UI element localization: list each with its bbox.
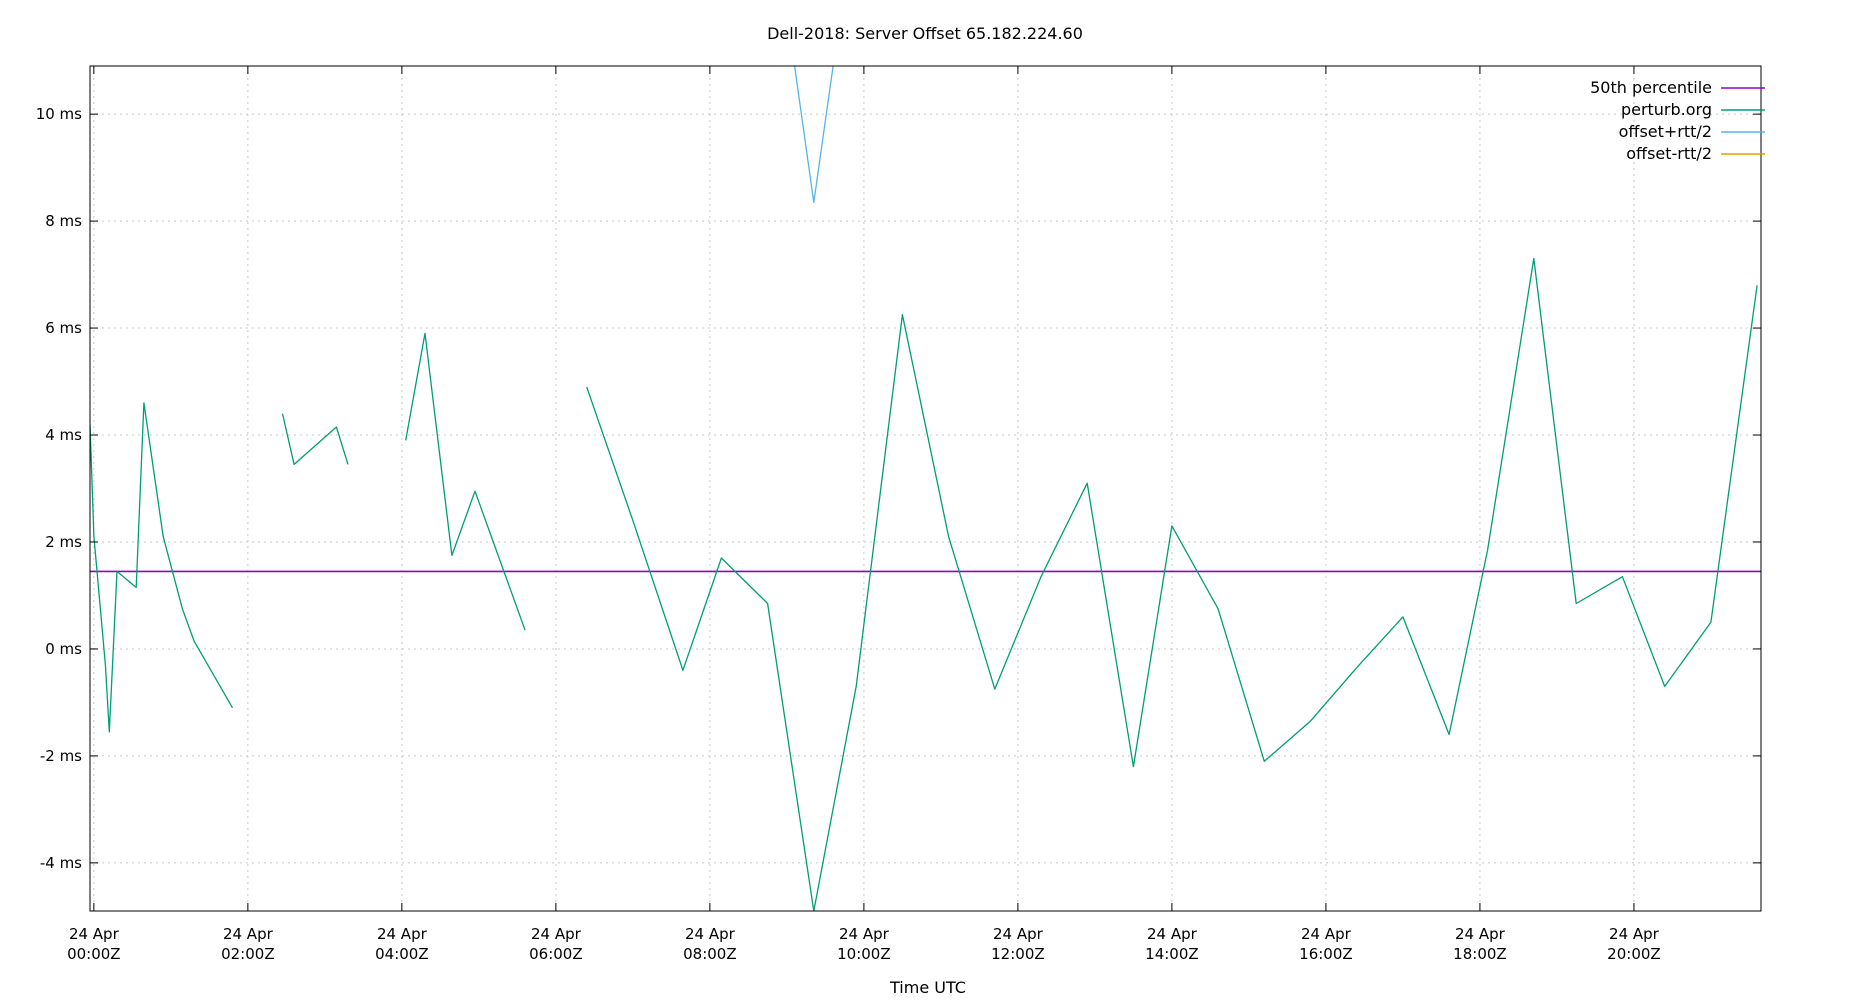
- x-tick-time: 04:00Z: [375, 945, 429, 963]
- x-tick-time: 02:00Z: [221, 945, 275, 963]
- x-tick-date: 24 Apr: [685, 925, 736, 943]
- x-tick-date: 24 Apr: [1147, 925, 1198, 943]
- x-tick-time: 20:00Z: [1607, 945, 1661, 963]
- series-line-perturb-org: [586, 257, 1758, 911]
- series-group: [90, 66, 1761, 911]
- x-tick-time: 16:00Z: [1299, 945, 1353, 963]
- y-axis: 10 ms 8 ms 6 ms 4 ms 2 ms 0 ms -2 ms -4 ms: [36, 105, 1761, 872]
- grid: [90, 66, 1761, 911]
- y-tick-label: 6 ms: [45, 319, 82, 337]
- y-tick-label: -2 ms: [40, 747, 82, 765]
- x-tick-date: 24 Apr: [1301, 925, 1352, 943]
- x-tick-time: 06:00Z: [529, 945, 583, 963]
- x-tick-time: 14:00Z: [1145, 945, 1199, 963]
- x-tick-date: 24 Apr: [1455, 925, 1506, 943]
- series-line-offset-rtt-2: [793, 66, 834, 204]
- series-line-perturb-org: [90, 402, 234, 733]
- x-tick-time: 10:00Z: [837, 945, 891, 963]
- y-tick-label: 8 ms: [45, 212, 82, 230]
- x-tick-date: 24 Apr: [377, 925, 428, 943]
- chart-title: Dell-2018: Server Offset 65.182.224.60: [767, 24, 1083, 43]
- plot-area: [90, 66, 1761, 911]
- legend-label-offset-rtt-2: offset-rtt/2: [1626, 144, 1712, 163]
- y-tick-label: 2 ms: [45, 533, 82, 551]
- y-tick-label: 10 ms: [36, 105, 82, 123]
- x-axis: 24 Apr 00:00Z 24 Apr 02:00Z 24 Apr 04:00Z 24 A…: [67, 66, 1661, 963]
- x-tick-date: 24 Apr: [839, 925, 890, 943]
- y-tick-label: -4 ms: [40, 854, 82, 872]
- x-tick-date: 24 Apr: [531, 925, 582, 943]
- x-tick-date: 24 Apr: [69, 925, 120, 943]
- plot-frame: [89, 65, 1762, 912]
- x-tick-time: 00:00Z: [67, 945, 121, 963]
- y-tick-label: 4 ms: [45, 426, 82, 444]
- x-tick-time: 18:00Z: [1453, 945, 1507, 963]
- y-tick-label: 0 ms: [45, 640, 82, 658]
- legend-label-offset-rtt-2: offset+rtt/2: [1619, 122, 1712, 141]
- x-tick-date: 24 Apr: [223, 925, 274, 943]
- x-tick-time: 12:00Z: [991, 945, 1045, 963]
- series-line-perturb-org: [281, 413, 349, 466]
- x-tick-date: 24 Apr: [993, 925, 1044, 943]
- legend-label-perturb-org: perturb.org: [1621, 100, 1712, 119]
- x-tick-time: 08:00Z: [683, 945, 737, 963]
- series-line-perturb-org: [405, 332, 526, 631]
- x-axis-label: Time UTC: [889, 978, 966, 997]
- x-tick-date: 24 Apr: [1609, 925, 1660, 943]
- legend: 50th percentile perturb.org offset+rtt/2 of…: [1590, 78, 1765, 163]
- legend-label-50th-percentile: 50th percentile: [1590, 78, 1712, 97]
